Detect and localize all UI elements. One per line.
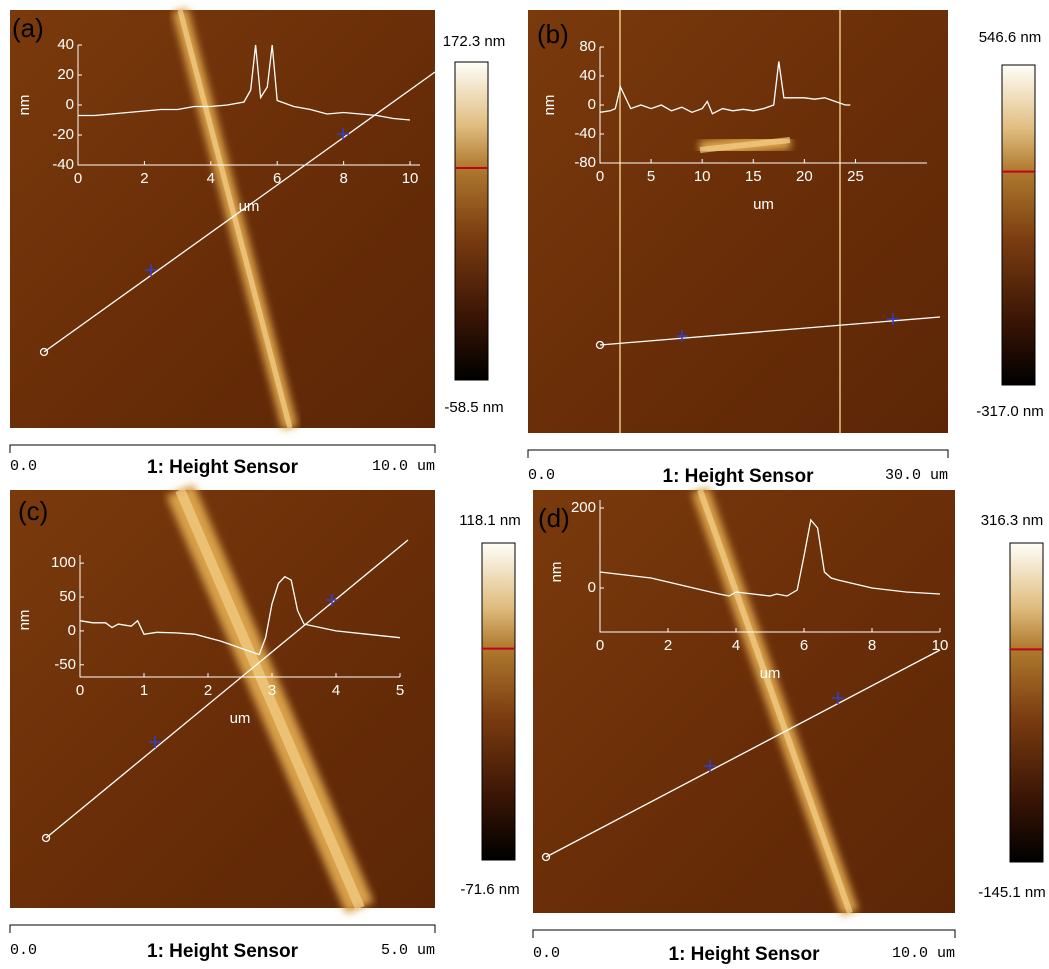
- x-tick-label: 10: [932, 637, 949, 654]
- panel-label: (a): [12, 13, 44, 43]
- panel-label: (d): [538, 503, 570, 533]
- x-tick-label: 10: [402, 170, 419, 187]
- x-tick-label: 5: [647, 168, 655, 185]
- colorbar: [455, 62, 488, 380]
- panel: (d) 316.3 nm -145.1 nm 0.0 1: Height Sensor 1…: [533, 490, 1046, 965]
- x-axis-label: um: [760, 665, 781, 682]
- x-tick-label: 4: [732, 637, 740, 654]
- scale-end: 30.0 um: [885, 467, 948, 484]
- colorbar-max: 118.1 nm: [459, 512, 520, 529]
- x-axis-label: um: [753, 196, 774, 213]
- y-axis-label: nm: [541, 95, 558, 116]
- colorbar-max: 316.3 nm: [981, 512, 1044, 529]
- scale-start: 0.0: [533, 945, 560, 962]
- scale-title: 1: Height Sensor: [147, 941, 299, 962]
- x-tick-label: 8: [339, 170, 347, 187]
- x-tick-label: 1: [140, 682, 148, 699]
- y-axis-label: nm: [16, 95, 33, 116]
- scale-end: 10.0 um: [892, 945, 955, 962]
- scale-start: 0.0: [10, 458, 37, 475]
- x-tick-label: 0: [74, 170, 82, 187]
- x-tick-label: 0: [596, 168, 604, 185]
- y-tick-label: -50: [54, 656, 76, 673]
- panel: (b) 546.6 nm -317.0 nm 0.0 1: Height Sensor 3…: [528, 10, 1044, 487]
- y-tick-label: 0: [588, 96, 596, 113]
- x-tick-label: 10: [694, 168, 711, 185]
- x-axis-label: um: [230, 710, 251, 727]
- scale-end: 10.0 um: [372, 458, 435, 475]
- scale-bar: [10, 925, 435, 933]
- x-tick-label: 3: [268, 682, 276, 699]
- x-tick-label: 15: [745, 168, 762, 185]
- colorbar: [1010, 543, 1043, 862]
- colorbar-max: 172.3 nm: [443, 33, 506, 50]
- afm-image: [533, 490, 955, 913]
- y-axis-label: nm: [548, 562, 565, 583]
- x-tick-label: 2: [664, 637, 672, 654]
- panel: (c) 118.1 nm -71.6 nm 0.0 1: Height Sensor 5.…: [10, 490, 521, 962]
- y-tick-label: -80: [574, 154, 596, 171]
- panel: (a) 172.3 nm -58.5 nm 0.0 1: Height Sensor 10…: [10, 10, 505, 478]
- x-tick-label: 6: [273, 170, 281, 187]
- x-tick-label: 4: [332, 682, 340, 699]
- scale-bar: [533, 930, 955, 938]
- scale-bar: [10, 445, 435, 453]
- x-tick-label: 0: [76, 682, 84, 699]
- x-tick-label: 5: [396, 682, 404, 699]
- x-tick-label: 20: [796, 168, 813, 185]
- scale-title: 1: Height Sensor: [147, 457, 299, 478]
- x-tick-label: 25: [847, 168, 864, 185]
- x-tick-label: 6: [800, 637, 808, 654]
- y-tick-label: 0: [588, 579, 596, 596]
- scale-title: 1: Height Sensor: [663, 466, 815, 487]
- scale-bar: [528, 450, 948, 458]
- y-tick-label: 20: [57, 66, 74, 83]
- y-tick-label: 50: [59, 588, 76, 605]
- y-tick-label: 40: [579, 67, 596, 84]
- x-tick-label: 0: [596, 637, 604, 654]
- x-tick-label: 4: [207, 170, 215, 187]
- y-tick-label: -40: [574, 125, 596, 142]
- x-tick-label: 8: [868, 637, 876, 654]
- panel-label: (b): [537, 19, 569, 49]
- y-tick-label: 0: [68, 622, 76, 639]
- y-tick-label: -40: [52, 156, 74, 173]
- scale-end: 5.0 um: [381, 942, 435, 959]
- colorbar-min: -58.5 nm: [444, 399, 503, 416]
- y-tick-label: 0: [66, 96, 74, 113]
- panel-label: (c): [18, 496, 48, 526]
- x-tick-label: 2: [140, 170, 148, 187]
- colorbar-min: -71.6 nm: [460, 881, 519, 898]
- colorbar-min: -145.1 nm: [978, 884, 1046, 901]
- scale-start: 0.0: [528, 467, 555, 484]
- y-tick-label: 40: [57, 36, 74, 53]
- y-tick-label: 200: [571, 499, 596, 516]
- colorbar: [482, 543, 515, 860]
- y-tick-label: -20: [52, 126, 74, 143]
- y-tick-label: 80: [579, 38, 596, 55]
- y-tick-label: 100: [51, 554, 76, 571]
- y-axis-label: nm: [16, 610, 33, 631]
- scale-title: 1: Height Sensor: [669, 944, 821, 965]
- colorbar-min: -317.0 nm: [976, 403, 1044, 420]
- colorbar: [1002, 65, 1035, 385]
- x-tick-label: 2: [204, 682, 212, 699]
- figure: (a)172.3 nm-58.5 nm0.01: Height Sensor10…: [0, 0, 1049, 969]
- scale-start: 0.0: [10, 942, 37, 959]
- x-axis-label: um: [239, 198, 260, 215]
- colorbar-max: 546.6 nm: [979, 29, 1042, 46]
